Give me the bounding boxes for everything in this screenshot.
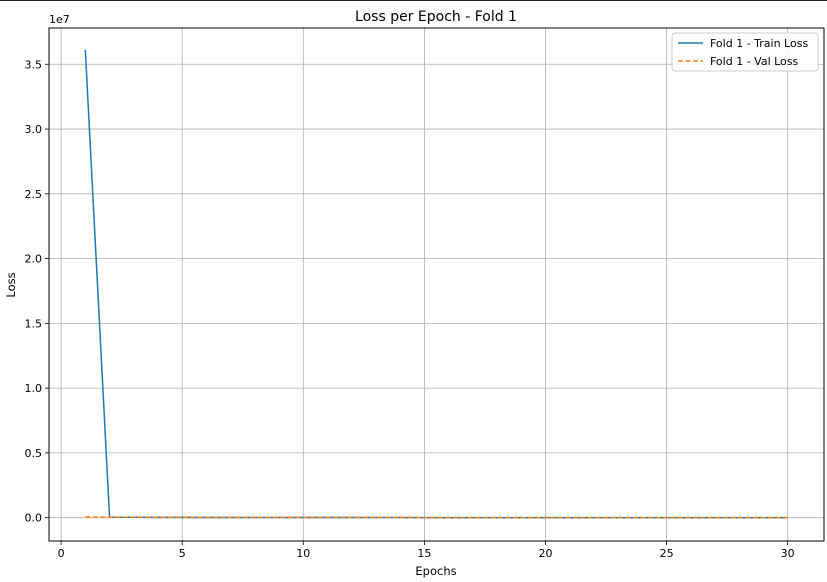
x-tick-label: 25 (660, 547, 674, 560)
x-tick-label: 15 (417, 547, 431, 560)
y-axis-label: Loss (4, 272, 18, 297)
y-tick-label: 1.5 (25, 317, 43, 330)
plot-frame (48, 27, 825, 542)
y-tick-label: 3.0 (25, 123, 43, 136)
chart-title: Loss per Epoch - Fold 1 (355, 9, 517, 25)
y-tick-label: 2.5 (25, 188, 43, 201)
y-axis-ticks: 0.0 0.5 1.0 1.5 2.0 2.5 3.0 3.5 (25, 58, 49, 525)
y-tick-label: 0.0 (25, 512, 43, 525)
y-axis-offset-label: 1e7 (49, 13, 70, 26)
grid (49, 28, 824, 541)
x-tick-label: 10 (296, 547, 310, 560)
y-tick-label: 1.0 (25, 382, 43, 395)
legend-label-val-loss: Fold 1 - Val Loss (710, 55, 799, 68)
series-line-train-loss (84, 49, 788, 519)
legend: Fold 1 - Train Loss Fold 1 - Val Loss (671, 32, 819, 72)
x-tick-label: 30 (781, 547, 795, 560)
x-tick-label: 5 (179, 547, 186, 560)
x-tick-label: 20 (538, 547, 552, 560)
series-lines (84, 49, 788, 519)
y-tick-label: 3.5 (25, 58, 43, 71)
legend-box (671, 32, 819, 72)
y-tick-label: 2.0 (25, 253, 43, 266)
x-axis-label: Epochs (415, 564, 456, 578)
series-line-val-loss (85, 516, 788, 519)
window-top-border (0, 0, 827, 1)
y-tick-label: 0.5 (25, 447, 43, 460)
legend-label-train-loss: Fold 1 - Train Loss (710, 37, 808, 50)
x-axis-ticks: 0 5 10 15 20 25 30 (58, 541, 795, 560)
x-tick-label: 0 (58, 547, 65, 560)
